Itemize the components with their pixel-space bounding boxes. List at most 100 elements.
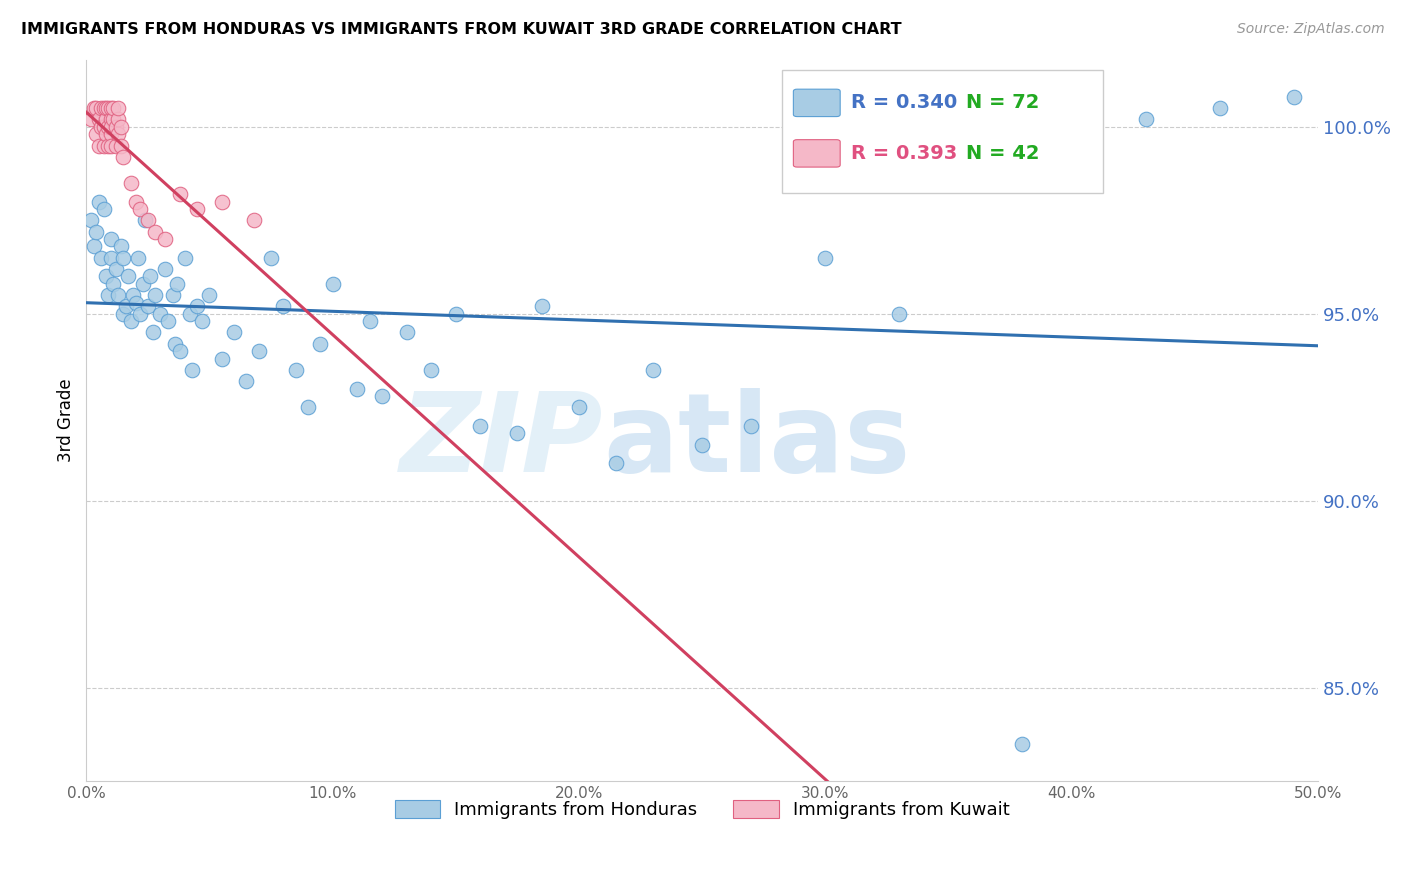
Point bbox=[110, 239, 132, 253]
Point bbox=[122, 288, 145, 302]
Point bbox=[124, 295, 146, 310]
Point bbox=[100, 232, 122, 246]
Point bbox=[80, 213, 103, 227]
Point bbox=[235, 374, 257, 388]
Point bbox=[346, 382, 368, 396]
Point bbox=[117, 269, 139, 284]
Point bbox=[889, 307, 911, 321]
Point bbox=[211, 194, 233, 209]
FancyBboxPatch shape bbox=[793, 89, 841, 117]
Point bbox=[110, 138, 132, 153]
FancyBboxPatch shape bbox=[793, 140, 841, 167]
Point bbox=[186, 202, 208, 216]
Point bbox=[100, 101, 122, 115]
Point bbox=[143, 288, 166, 302]
Point bbox=[103, 277, 125, 291]
Point bbox=[179, 307, 201, 321]
Point bbox=[139, 269, 162, 284]
Point bbox=[80, 112, 103, 127]
Point bbox=[114, 299, 136, 313]
Point bbox=[444, 307, 467, 321]
Point bbox=[531, 299, 554, 313]
Point bbox=[224, 326, 246, 340]
Point bbox=[690, 437, 713, 451]
Text: IMMIGRANTS FROM HONDURAS VS IMMIGRANTS FROM KUWAIT 3RD GRADE CORRELATION CHART: IMMIGRANTS FROM HONDURAS VS IMMIGRANTS F… bbox=[21, 22, 901, 37]
Point bbox=[94, 128, 117, 142]
Point bbox=[129, 202, 152, 216]
Point bbox=[87, 138, 110, 153]
Point bbox=[260, 251, 283, 265]
Point bbox=[84, 101, 107, 115]
Point bbox=[1208, 101, 1230, 115]
Point bbox=[162, 288, 184, 302]
Point bbox=[322, 277, 344, 291]
Point bbox=[112, 307, 135, 321]
Point bbox=[142, 326, 165, 340]
Point bbox=[169, 187, 191, 202]
Point bbox=[100, 120, 122, 134]
Point bbox=[97, 138, 120, 153]
Point bbox=[129, 307, 152, 321]
Point bbox=[94, 112, 117, 127]
Point bbox=[163, 336, 186, 351]
Point bbox=[120, 176, 142, 190]
Text: R = 0.393: R = 0.393 bbox=[851, 144, 957, 163]
Point bbox=[94, 269, 117, 284]
Point bbox=[740, 418, 762, 433]
Point bbox=[127, 251, 149, 265]
Text: Source: ZipAtlas.com: Source: ZipAtlas.com bbox=[1237, 22, 1385, 37]
Point bbox=[100, 251, 122, 265]
Point bbox=[470, 418, 492, 433]
Text: R = 0.340: R = 0.340 bbox=[851, 94, 957, 112]
Point bbox=[97, 120, 120, 134]
Point bbox=[112, 150, 135, 164]
Point bbox=[103, 112, 125, 127]
Point bbox=[169, 344, 191, 359]
Point bbox=[97, 101, 120, 115]
Point bbox=[309, 336, 332, 351]
Point bbox=[90, 251, 112, 265]
Point bbox=[371, 389, 394, 403]
Point bbox=[211, 351, 233, 366]
Point bbox=[94, 101, 117, 115]
Point bbox=[156, 314, 179, 328]
Point bbox=[605, 456, 627, 470]
Point bbox=[149, 307, 172, 321]
Point bbox=[273, 299, 295, 313]
Point bbox=[90, 120, 112, 134]
Point bbox=[166, 277, 188, 291]
Point bbox=[93, 138, 115, 153]
Point bbox=[93, 101, 115, 115]
Point bbox=[641, 363, 664, 377]
Point bbox=[198, 288, 221, 302]
Point bbox=[84, 128, 107, 142]
Point bbox=[104, 138, 127, 153]
Point bbox=[83, 239, 105, 253]
Point bbox=[107, 101, 129, 115]
Point bbox=[1282, 90, 1305, 104]
Point bbox=[420, 363, 443, 377]
Point bbox=[191, 314, 214, 328]
Point bbox=[186, 299, 208, 313]
Point bbox=[153, 261, 176, 276]
Point bbox=[243, 213, 266, 227]
Point bbox=[297, 401, 319, 415]
Point bbox=[395, 326, 418, 340]
Point bbox=[506, 426, 529, 441]
Text: N = 72: N = 72 bbox=[966, 94, 1039, 112]
Point bbox=[84, 225, 107, 239]
Point bbox=[120, 314, 142, 328]
Point bbox=[93, 202, 115, 216]
Point bbox=[104, 261, 127, 276]
Point bbox=[83, 101, 105, 115]
Legend: Immigrants from Honduras, Immigrants from Kuwait: Immigrants from Honduras, Immigrants fro… bbox=[388, 792, 1017, 826]
Point bbox=[247, 344, 270, 359]
Point bbox=[104, 120, 127, 134]
Point bbox=[100, 128, 122, 142]
Point bbox=[93, 120, 115, 134]
Point bbox=[153, 232, 176, 246]
Text: atlas: atlas bbox=[603, 388, 911, 495]
Point bbox=[100, 138, 122, 153]
Point bbox=[107, 128, 129, 142]
Point bbox=[107, 288, 129, 302]
